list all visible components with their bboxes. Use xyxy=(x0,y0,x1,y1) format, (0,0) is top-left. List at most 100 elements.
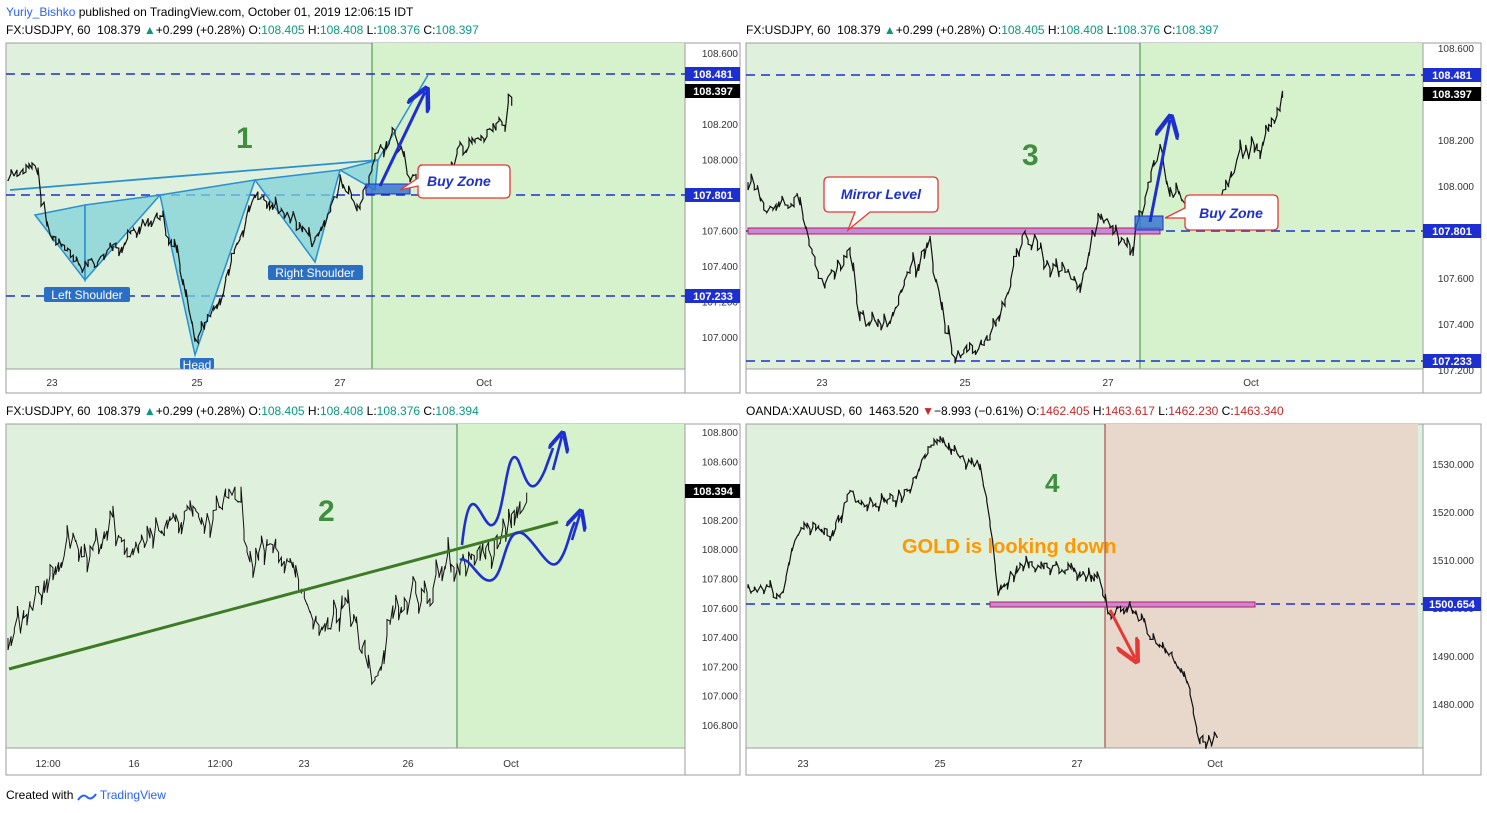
price-tag-mid-label: 107.801 xyxy=(1432,226,1472,238)
x-tick-label: Oct xyxy=(1207,759,1223,770)
y-tick-label: 1510.000 xyxy=(1432,556,1474,567)
pattern-head xyxy=(159,179,257,358)
y-tick-label: 108.000 xyxy=(702,545,739,556)
x-axis xyxy=(745,368,1424,394)
x-tick-label: 12:00 xyxy=(35,759,60,770)
y-tick-label: 106.800 xyxy=(702,721,739,732)
open: 108.405 xyxy=(1001,23,1045,37)
x-tick-label: 25 xyxy=(959,378,971,389)
up-arrow-icon xyxy=(378,92,425,187)
header: Yuriy_Bishko published on TradingView.co… xyxy=(6,5,413,19)
panel3-title: FX:USDJPY, 60 108.379 ▲+0.299 (+0.28%) O… xyxy=(746,23,1219,37)
low: 108.376 xyxy=(376,404,421,418)
price-path xyxy=(747,435,1218,749)
x-tick-labels: 12:00 16 12:00 23 26 Oct xyxy=(35,759,519,770)
x-tick-label: 23 xyxy=(797,759,809,770)
change-arrow-icon: ▲ xyxy=(143,404,156,418)
x-axis xyxy=(5,747,686,776)
high: 1463.617 xyxy=(1104,404,1155,418)
low: 108.376 xyxy=(376,23,421,37)
buy-zone-label: Buy Zone xyxy=(1199,205,1263,221)
symbol: FX:USDJPY, 60 xyxy=(6,23,91,37)
panel1-title: FX:USDJPY, 60 108.379 ▲+0.299 (+0.28%) O… xyxy=(6,23,479,37)
price-tag-low-label: 107.233 xyxy=(1432,356,1472,368)
last-price: 108.379 xyxy=(97,404,141,418)
symbol: FX:USDJPY, 60 xyxy=(6,404,91,418)
price-tag-low xyxy=(685,289,740,303)
y-tick-label: 107.400 xyxy=(702,262,739,273)
y-tick-label: 107.400 xyxy=(1438,320,1475,331)
high: 108.408 xyxy=(319,23,364,37)
symbol: FX:USDJPY, 60 xyxy=(746,23,831,37)
panel-number: 3 xyxy=(1022,139,1039,172)
y-tick-label: 107.000 xyxy=(702,692,739,703)
up-arrow-icon-2 xyxy=(572,514,580,541)
price-tag-last xyxy=(1423,87,1481,101)
price-tag-high xyxy=(1423,68,1481,82)
x-tick-labels: 23 25 27 Oct xyxy=(816,378,1259,389)
mirror-level-callout xyxy=(823,176,939,233)
panel2: 108.800108.600108.400108.200108.000107.8… xyxy=(5,423,741,776)
price-tag-low xyxy=(1423,354,1481,368)
price-tag-last xyxy=(685,484,740,498)
down-arrow-icon xyxy=(1108,609,1135,658)
left-shoulder-label: Left Shoulder xyxy=(51,288,122,302)
x-tick-label: Oct xyxy=(1243,378,1259,389)
symbol: OANDA:XAUUSD, 60 xyxy=(746,404,863,418)
last-price: 108.379 xyxy=(97,23,141,37)
x-tick-label: 23 xyxy=(816,378,828,389)
y-tick-label: 108.200 xyxy=(702,120,739,131)
x-tick-label: 27 xyxy=(334,378,346,389)
x-tick-label: Oct xyxy=(476,378,492,389)
high: 108.408 xyxy=(319,404,364,418)
y-tick-label: 107.600 xyxy=(702,227,739,238)
future-zone xyxy=(1140,43,1423,369)
author-link[interactable]: Yuriy_Bishko xyxy=(6,5,76,19)
x-tick-label: 26 xyxy=(402,759,414,770)
x-tick-label: 25 xyxy=(191,378,203,389)
y-tick-label: 108.200 xyxy=(702,516,739,527)
open: 108.405 xyxy=(261,404,305,418)
high: 108.408 xyxy=(1059,23,1104,37)
buy-zone-callout xyxy=(1164,194,1279,231)
price-tag-last-label: 108.394 xyxy=(693,486,734,498)
price-tag-high-label: 108.481 xyxy=(693,69,733,81)
change-arrow-icon: ▲ xyxy=(883,23,896,37)
y-tick-label: 1530.000 xyxy=(1432,460,1474,471)
y-axis xyxy=(1422,42,1482,394)
created-with-text: Created with xyxy=(6,788,74,802)
right-shoulder-label: Right Shoulder xyxy=(275,266,354,280)
y-tick-label: 1520.000 xyxy=(1432,508,1474,519)
retest-path xyxy=(459,521,577,582)
y-tick-label: 107.200 xyxy=(702,662,739,673)
x-tick-label: 23 xyxy=(46,378,58,389)
change-arrow-icon: ▼ xyxy=(922,404,935,418)
head-label: Head xyxy=(183,358,212,372)
x-tick-labels: 23 25 27 Oct xyxy=(46,378,492,389)
x-tick-label: 23 xyxy=(298,759,310,770)
y-tick-label: 108.600 xyxy=(1438,44,1475,55)
x-tick-label: 16 xyxy=(128,759,140,770)
buy-zone-label: Buy Zone xyxy=(427,173,491,189)
last-price: 1463.520 xyxy=(868,404,919,418)
panel4: 1530.0001520.0001510.0001500.0001490.000… xyxy=(745,423,1482,776)
y-tick-label: 108.600 xyxy=(702,49,739,60)
x-tick-label: 12:00 xyxy=(207,759,232,770)
change: +0.299 (+0.28%) xyxy=(155,404,246,418)
y-tick-label: 108.800 xyxy=(702,428,739,439)
x-tick-label: Oct xyxy=(503,759,519,770)
change-arrow-icon: ▲ xyxy=(143,23,156,37)
buy-zone-box xyxy=(1134,215,1164,231)
price-tag-mid xyxy=(685,188,740,202)
price-tag-last-label: 108.397 xyxy=(693,86,733,98)
x-axis xyxy=(745,747,1424,776)
change: −8.993 (−0.61%) xyxy=(934,404,1024,418)
price-tag-high-label: 108.481 xyxy=(1432,70,1472,82)
price-path xyxy=(7,486,528,686)
open: 108.405 xyxy=(261,23,305,37)
tradingview-link[interactable]: TradingView xyxy=(99,788,166,802)
price-tag-level xyxy=(1423,597,1481,611)
price-tag-low-label: 107.233 xyxy=(693,291,733,303)
head-tag xyxy=(180,358,214,369)
panel-number: 4 xyxy=(1045,468,1060,498)
